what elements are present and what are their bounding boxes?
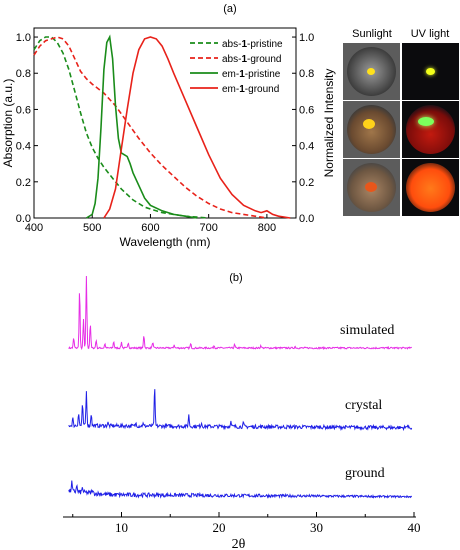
y-left-tick-label: 0.4: [16, 141, 31, 153]
pattern-crystal: [68, 389, 413, 432]
y-left-tick-label: 1.0: [16, 32, 31, 44]
photo-uv-pristine: [402, 43, 459, 100]
photo-uv-third: [402, 159, 459, 216]
series-line-abs-1-pristine: [33, 36, 209, 219]
x-tick-label: 800: [258, 222, 276, 234]
y-right-tick-label: 0.6: [299, 104, 314, 116]
legend-label-bold: 1: [241, 39, 247, 50]
legend-label-prefix: em-: [222, 69, 239, 80]
pxrd-chart: 10 20 30 40 2θ simulated crystal ground: [63, 275, 421, 550]
absorption-emission-chart: 400 500 600 700 800 0.0 0.2 0.4 0.6 0.8 1.0 0.0 0.2 0…: [1, 27, 336, 249]
pattern-label-crystal: crystal: [345, 398, 382, 413]
series-line-em-1-ground: [103, 36, 291, 219]
photo-sunlight-pristine: [343, 43, 400, 100]
sunlight-header: Sunlight: [352, 28, 392, 40]
y-right-tick-label: 0.2: [299, 177, 314, 189]
y-left-tick-label: 0.8: [16, 68, 31, 80]
y-right-tick-label: 1.0: [299, 32, 314, 44]
legend-label-abs-1-ground: abs-1-ground: [222, 54, 281, 65]
x-axis-label: 2θ: [232, 537, 246, 550]
y-left-tick-label: 0.2: [16, 177, 31, 189]
legend-label-em-1-pristine: em-1-pristine: [222, 69, 281, 80]
x-tick-label: 700: [199, 222, 217, 234]
legend-label-suffix: -pristine: [245, 69, 281, 80]
legend-label-abs-1-pristine: abs-1-pristine: [222, 39, 283, 50]
y-axis-label-left: Absorption (a.u.): [1, 79, 15, 168]
legend-label-bold: 1: [241, 54, 247, 65]
pattern-label-simulated: simulated: [340, 323, 394, 338]
photo-sunlight-ground: [343, 101, 400, 158]
legend-label-bold: 1: [239, 69, 245, 80]
x-tick-label: 20: [213, 520, 226, 535]
uv-light-header: UV light: [410, 28, 450, 40]
y-right-tick-label: 0.8: [299, 68, 314, 80]
x-axis-label: Wavelength (nm): [120, 235, 211, 249]
y-left-tick-label: 0.6: [16, 104, 31, 116]
panel-a-label: (a): [223, 3, 236, 15]
photo-grid: Sunlight UV light: [343, 28, 460, 216]
x-tick-label: 10: [115, 520, 128, 535]
y-right-tick-label: 0.4: [299, 141, 314, 153]
legend-label-suffix: -ground: [245, 84, 279, 95]
x-tick-label: 30: [310, 520, 323, 535]
y-left-tick-label: 0.0: [16, 213, 31, 225]
legend-label-prefix: abs-: [222, 54, 241, 65]
y-axis-label-right: Normalized Intensity: [322, 69, 336, 178]
pattern-ground: [68, 480, 413, 499]
photo-sunlight-third: [343, 159, 400, 216]
legend-label-em-1-ground: em-1-ground: [222, 84, 279, 95]
x-tick-label: 40: [408, 520, 421, 535]
photo-uv-ground: [402, 101, 459, 158]
y-right-tick-label: 0.0: [299, 213, 314, 225]
legend-label-suffix: -pristine: [247, 39, 283, 50]
legend-label-prefix: em-: [222, 84, 239, 95]
legend-label-bold: 1: [239, 84, 245, 95]
plot-a-frame: [33, 27, 297, 219]
series-line-em-1-pristine: [85, 34, 198, 219]
x-tick-label: 600: [141, 222, 159, 234]
pattern-simulated: [68, 275, 413, 351]
x-tick-label: 500: [83, 222, 101, 234]
legend-label-suffix: -ground: [247, 54, 281, 65]
x-tick-label: 400: [25, 222, 43, 234]
pattern-label-ground: ground: [345, 466, 385, 481]
legend-label-prefix: abs-: [222, 39, 241, 50]
panel-b-label: (b): [229, 272, 242, 284]
